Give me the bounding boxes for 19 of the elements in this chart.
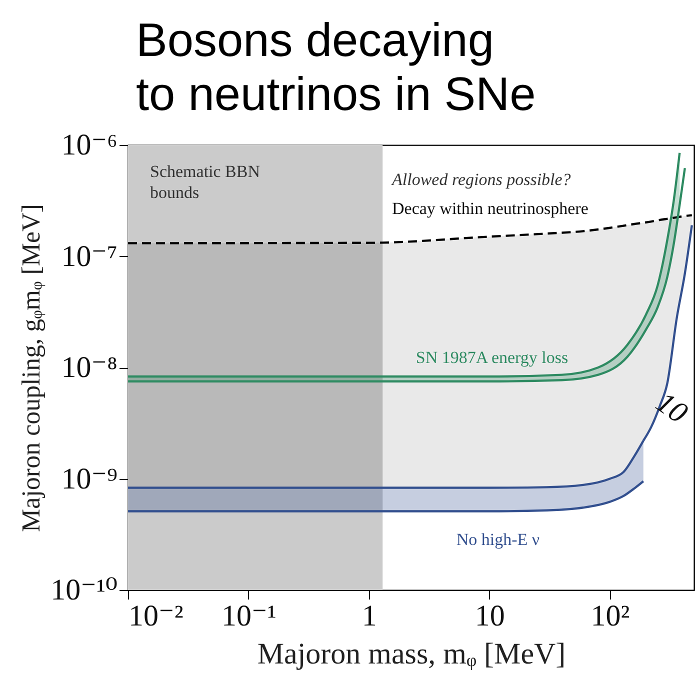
x-tick-label: 10: [474, 600, 505, 632]
x-tick-label: 10²: [590, 600, 630, 632]
y-tick-label: 10⁻⁷: [61, 240, 118, 273]
band-label: Schematic BBN bounds: [150, 162, 260, 202]
y-axis-title: Majoron coupling, gᵩmᵩ [MeV]: [16, 204, 46, 532]
y-tick-label: 10⁻⁸: [61, 351, 118, 384]
y-tick-label: 10⁻⁶: [61, 128, 118, 162]
x-axis-title: Majoron mass, mᵩ [MeV]: [257, 638, 566, 670]
y-tick-label: 10⁻¹⁰: [50, 574, 118, 606]
text: No high-E ν: [456, 530, 540, 549]
series-label: Decay within neutrinosphere: [392, 199, 588, 218]
x-tick-label: 10⁻¹: [222, 600, 276, 632]
x-tick-label: 10⁻²: [128, 600, 184, 632]
x-tick-label: 1: [362, 600, 377, 632]
y-tick-label: 10⁻⁹: [61, 462, 118, 496]
series-label: SN 1987A energy loss: [416, 348, 568, 367]
chart-title: Bosons decaying to neutrinos in SNe: [136, 13, 536, 120]
annotation: Allowed regions possible?: [391, 170, 572, 189]
annotation: 10: [650, 386, 694, 430]
